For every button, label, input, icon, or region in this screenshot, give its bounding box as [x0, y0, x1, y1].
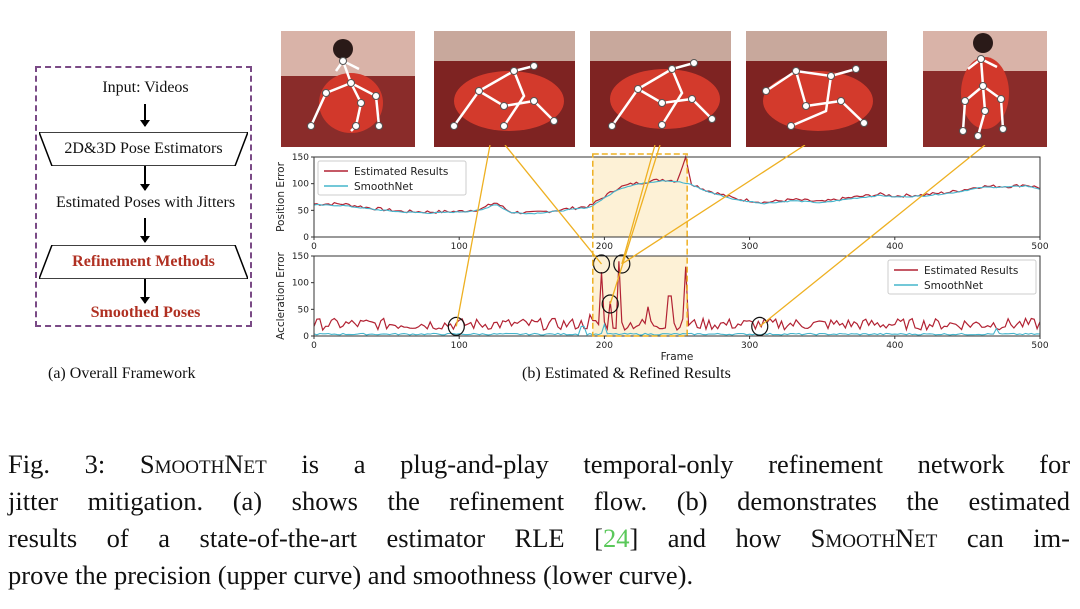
x-tick-label: 300	[741, 341, 758, 351]
legend-label: SmoothNet	[924, 280, 983, 292]
highlight-circle	[447, 316, 465, 336]
legend-box	[887, 259, 1037, 295]
plot-frame	[313, 156, 1041, 238]
method-name: SmoothNet	[139, 449, 267, 479]
fig-label: Fig. 3:	[8, 449, 106, 479]
x-tick-label: 400	[886, 341, 903, 351]
flow-arrow	[140, 279, 150, 304]
y-tick-label: 0	[303, 233, 309, 243]
refinement-label: Refinement Methods	[72, 253, 215, 270]
y-tick-label: 0	[303, 332, 309, 342]
pose-photo-1	[281, 31, 415, 147]
citation-link[interactable]: 24	[602, 523, 630, 553]
flow-arrow	[140, 166, 150, 191]
x-tick-label: 400	[886, 242, 903, 252]
series-smoothnet-line	[313, 322, 1041, 336]
flow-estimated: Estimated Poses with Jitters	[55, 194, 236, 211]
y-tick-label: 100	[292, 279, 309, 289]
legend-label: SmoothNet	[354, 181, 413, 193]
x-tick-label: 0	[311, 341, 317, 351]
connector-line	[504, 145, 603, 265]
connector-line	[455, 145, 491, 327]
caption-line-1: Fig. 3: SmoothNet is a plug-and-play tem…	[8, 446, 1070, 483]
x-tick-label: 200	[596, 242, 613, 252]
connector-line	[609, 145, 661, 305]
plot-frame	[313, 255, 1041, 337]
caption-text: is a plug-and-play temporal-only refinem…	[301, 449, 1071, 479]
pose-photo-3	[590, 31, 731, 147]
series-smoothnet-line	[313, 180, 1041, 215]
legend-label: Estimated Results	[924, 265, 1018, 277]
flow-smoothed: Smoothed Poses	[90, 304, 201, 321]
refinement-block: Refinement Methods	[39, 245, 248, 279]
caption-line-3: results of a state-of-the-art estimator …	[8, 520, 1070, 557]
y-tick-label: 150	[292, 252, 309, 262]
framework-box: Input: Videos 2D&3D Pose Estimators Esti…	[35, 66, 252, 327]
y-axis-label: Position Error	[275, 161, 287, 231]
highlight-circle	[613, 254, 631, 274]
pose-photo-5	[923, 31, 1047, 147]
x-tick-label: 0	[311, 242, 317, 252]
highlight-circle	[751, 316, 769, 336]
highlight-dashed-box	[592, 153, 688, 337]
pose-photo-2	[434, 31, 575, 147]
x-tick-label: 300	[741, 242, 758, 252]
x-tick-label: 100	[451, 341, 468, 351]
flow-arrow	[140, 104, 150, 127]
flow-arrow	[140, 218, 150, 243]
caption-text: results of a state-of-the-art estimator …	[8, 523, 603, 553]
pose-photo-4	[746, 31, 887, 147]
estimators-label: 2D&3D Pose Estimators	[64, 140, 223, 157]
caption-text: can im-	[966, 523, 1070, 553]
y-tick-label: 150	[292, 153, 309, 163]
caption-a: (a) Overall Framework	[48, 365, 196, 382]
caption-line-2: jitter mitigation. (a) shows the refinem…	[8, 486, 1070, 516]
method-name: SmoothNet	[810, 523, 938, 553]
figure-caption: Fig. 3: SmoothNet is a plug-and-play tem…	[8, 446, 1070, 594]
caption-b: (b) Estimated & Refined Results	[522, 365, 731, 382]
x-axis-label: Frame	[661, 351, 694, 363]
x-tick-label: 500	[1031, 341, 1048, 351]
y-tick-label: 50	[298, 206, 310, 216]
caption-line-4: prove the precision (upper curve) and sm…	[8, 560, 694, 590]
y-tick-label: 100	[292, 180, 309, 190]
connector-line	[621, 145, 656, 265]
connector-line	[759, 145, 986, 327]
x-tick-label: 500	[1031, 242, 1048, 252]
caption-text: ] and how	[629, 523, 782, 553]
series-estimated-line	[313, 261, 1041, 332]
x-tick-label: 100	[451, 242, 468, 252]
x-tick-label: 200	[596, 341, 613, 351]
flow-input: Input: Videos	[102, 79, 189, 96]
y-tick-label: 50	[298, 305, 310, 315]
legend-box	[317, 160, 467, 196]
y-axis-label: Accleration Error	[275, 251, 287, 339]
highlight-circle	[601, 294, 619, 314]
legend-label: Estimated Results	[354, 166, 448, 178]
estimators-block: 2D&3D Pose Estimators	[39, 132, 248, 166]
connector-line	[621, 145, 806, 265]
